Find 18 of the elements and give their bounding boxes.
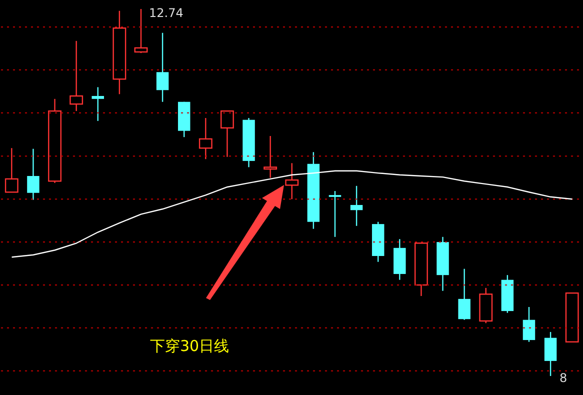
candlestick — [198, 117, 212, 160]
candlestick — [4, 147, 18, 193]
candlestick — [264, 135, 278, 178]
candlestick — [27, 148, 40, 200]
candlestick — [220, 110, 234, 158]
candlestick — [285, 162, 299, 200]
candlestick — [70, 40, 84, 112]
candlestick — [522, 306, 536, 342]
candlestick — [328, 190, 342, 238]
candlestick — [92, 86, 104, 122]
annotation: 下穿30日线 — [150, 337, 230, 356]
candlestick — [544, 331, 557, 377]
candlestick — [350, 185, 363, 226]
candlestick — [134, 8, 148, 54]
annotation: 12.74 — [148, 6, 184, 20]
candlestick — [156, 32, 169, 102]
annotation: 8 — [560, 371, 568, 385]
candlestick — [458, 268, 470, 320]
